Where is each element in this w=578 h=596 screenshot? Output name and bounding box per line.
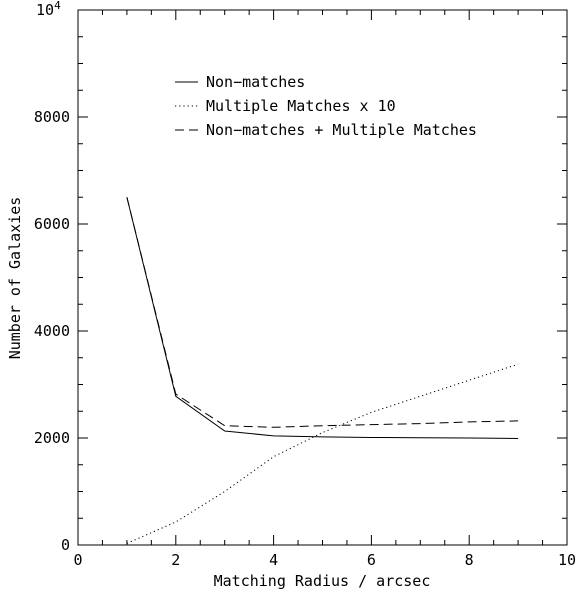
plot-frame — [77, 9, 568, 546]
y-tick-label: 4000 — [34, 322, 70, 340]
y-axis-top-label-exponent: 4 — [54, 0, 61, 12]
series-line-1 — [126, 197, 519, 439]
x-tick-label: 8 — [465, 551, 474, 569]
legend-label-2: Multiple Matches x 10 — [206, 97, 396, 115]
x-tick-label: 6 — [367, 551, 376, 569]
legend: Non−matches Multiple Matches x 10 Non−matc… — [175, 73, 477, 139]
x-tick-label: 2 — [171, 551, 180, 569]
x-tick-label: 4 — [269, 551, 278, 569]
y-tick-label: 2000 — [34, 429, 70, 447]
y-axis-label: Number of Galaxies — [6, 197, 24, 360]
series-line-2 — [126, 363, 519, 544]
legend-label-3: Non−matches + Multiple Matches — [206, 121, 477, 139]
series-line-3 — [126, 197, 519, 428]
legend-label-1: Non−matches — [206, 73, 305, 91]
y-tick-label: 8000 — [34, 108, 70, 126]
x-axis-label: Matching Radius / arcsec — [214, 572, 431, 590]
y-tick-label: 0 — [61, 536, 70, 554]
tick-labels: 0 2 4 6 8 10 0 2000 4000 6000 8000 — [34, 108, 576, 569]
x-tick-label: 10 — [558, 551, 576, 569]
x-tick-label: 0 — [73, 551, 82, 569]
axis-ticks — [77, 9, 568, 546]
y-axis-top-label: 104 — [36, 0, 61, 19]
y-tick-label: 6000 — [34, 215, 70, 233]
plot-border — [77, 9, 568, 546]
series-lines — [126, 197, 519, 544]
y-axis-top-label-base: 10 — [36, 1, 54, 19]
